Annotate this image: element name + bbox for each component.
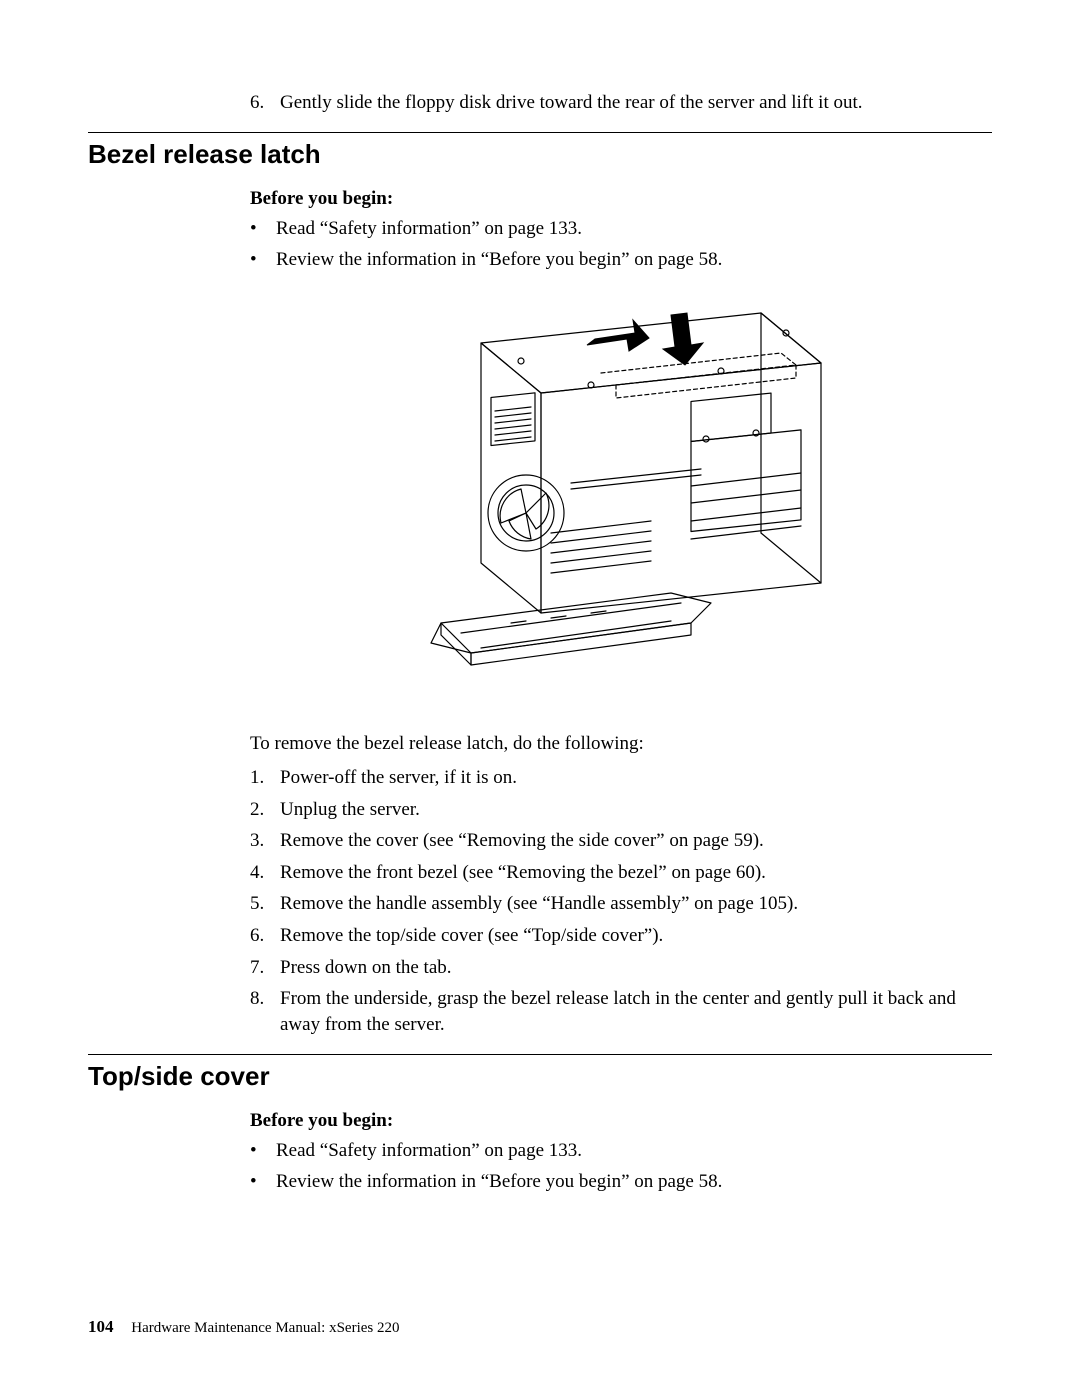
section2-body: Before you begin: •Read “Safety informat…	[250, 1110, 992, 1195]
list-text: Press down on the tab.	[280, 955, 452, 981]
arrow-icon	[587, 313, 703, 365]
section1-body: Before you begin: •Read “Safety informat…	[250, 188, 992, 1038]
page-number: 104	[88, 1317, 114, 1336]
list-num: 2.	[250, 797, 280, 823]
list-item: 4.Remove the front bezel (see “Removing …	[250, 860, 992, 886]
list-text: From the underside, grasp the bezel rele…	[280, 986, 992, 1037]
bullet-icon: •	[250, 247, 276, 273]
list-item: 2.Unplug the server.	[250, 797, 992, 823]
list-item: 6. Gently slide the floppy disk drive to…	[250, 90, 992, 116]
list-item: •Review the information in “Before you b…	[250, 1169, 992, 1195]
server-illustration	[391, 303, 851, 703]
list-num: 1.	[250, 765, 280, 791]
list-text: Review the information in “Before you be…	[276, 1169, 722, 1195]
before-you-begin-label: Before you begin:	[250, 1110, 992, 1132]
list-text: Read “Safety information” on page 133.	[276, 216, 582, 242]
bullet-icon: •	[250, 216, 276, 242]
list-item: 3.Remove the cover (see “Removing the si…	[250, 828, 992, 854]
list-item: •Read “Safety information” on page 133.	[250, 1138, 992, 1164]
list-text: Remove the front bezel (see “Removing th…	[280, 860, 766, 886]
byb-list: •Read “Safety information” on page 133.•…	[250, 1138, 992, 1195]
list-num: 3.	[250, 828, 280, 854]
heading-bezel: Bezel release latch	[88, 139, 992, 170]
list-item: 1.Power-off the server, if it is on.	[250, 765, 992, 791]
steps-list: 1.Power-off the server, if it is on.2.Un…	[250, 765, 992, 1038]
figure	[250, 303, 992, 703]
page-footer: 104 Hardware Maintenance Manual: xSeries…	[88, 1317, 400, 1337]
list-item: 5.Remove the handle assembly (see “Handl…	[250, 891, 992, 917]
before-you-begin-label: Before you begin:	[250, 188, 992, 210]
footer-title: Hardware Maintenance Manual: xSeries 220	[131, 1320, 399, 1336]
list-item: •Review the information in “Before you b…	[250, 247, 992, 273]
list-num: 6.	[250, 90, 280, 116]
list-num: 6.	[250, 923, 280, 949]
prev-steps: 6. Gently slide the floppy disk drive to…	[250, 90, 992, 116]
list-num: 5.	[250, 891, 280, 917]
list-text: Review the information in “Before you be…	[276, 247, 722, 273]
section-rule	[88, 1054, 992, 1055]
list-text: Read “Safety information” on page 133.	[276, 1138, 582, 1164]
list-num: 7.	[250, 955, 280, 981]
lead-in: To remove the bezel release latch, do th…	[250, 733, 992, 755]
list-item: 7.Press down on the tab.	[250, 955, 992, 981]
section-rule	[88, 132, 992, 133]
byb-list: •Read “Safety information” on page 133.•…	[250, 216, 992, 273]
list-text: Remove the cover (see “Removing the side…	[280, 828, 764, 854]
list-item: •Read “Safety information” on page 133.	[250, 216, 992, 242]
list-text: Power-off the server, if it is on.	[280, 765, 517, 791]
list-text: Remove the handle assembly (see “Handle …	[280, 891, 798, 917]
list-item: 6.Remove the top/side cover (see “Top/si…	[250, 923, 992, 949]
list-item: 8.From the underside, grasp the bezel re…	[250, 986, 992, 1037]
list-num: 4.	[250, 860, 280, 886]
list-text: Gently slide the floppy disk drive towar…	[280, 90, 863, 116]
heading-topside: Top/side cover	[88, 1061, 992, 1092]
list-text: Remove the top/side cover (see “Top/side…	[280, 923, 663, 949]
bullet-icon: •	[250, 1138, 276, 1164]
list-text: Unplug the server.	[280, 797, 420, 823]
page: 6. Gently slide the floppy disk drive to…	[0, 0, 1080, 1397]
bullet-icon: •	[250, 1169, 276, 1195]
list-num: 8.	[250, 986, 280, 1037]
